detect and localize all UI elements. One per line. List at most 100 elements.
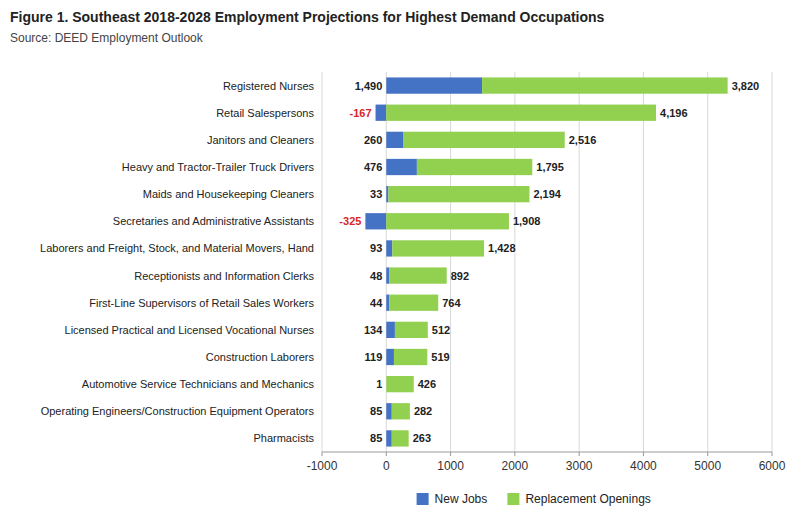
data-label: 48: [370, 270, 382, 282]
x-tick-label: 3000: [566, 459, 593, 473]
bar: [365, 213, 386, 229]
category-label: Secretaries and Administrative Assistant…: [113, 215, 315, 227]
data-label: 1,490: [355, 80, 383, 92]
x-tick-label: 4000: [630, 459, 657, 473]
bar: [386, 105, 656, 121]
category-label: Licensed Practical and Licensed Vocation…: [65, 324, 315, 336]
x-tick: [450, 452, 451, 456]
data-label: 1,795: [536, 161, 564, 173]
data-label: 134: [364, 324, 383, 336]
data-label: 512: [432, 324, 450, 336]
legend-label: Replacement Openings: [525, 492, 650, 506]
bar: [376, 105, 387, 121]
x-tick: [386, 452, 387, 456]
x-tick: [707, 452, 708, 456]
category-label: First-Line Supervisors of Retail Sales W…: [89, 297, 314, 309]
x-tick: [772, 452, 773, 456]
chart: Figure 1. Southeast 2018-2028 Employment…: [0, 0, 800, 527]
bar: [386, 186, 388, 202]
data-label: 764: [442, 297, 461, 309]
x-tick: [322, 452, 323, 456]
bar: [386, 159, 417, 175]
data-label: 85: [370, 405, 382, 417]
category-label: Maids and Housekeeping Cleaners: [143, 188, 315, 200]
category-label: Registered Nurses: [223, 80, 315, 92]
category-label: Retail Salespersons: [216, 107, 314, 119]
data-label: 519: [431, 351, 449, 363]
x-axis: [322, 452, 772, 453]
bars: [365, 77, 727, 446]
bar: [386, 132, 403, 148]
bar: [395, 322, 428, 338]
data-label: 476: [364, 161, 382, 173]
grid-line: [450, 72, 451, 452]
grid-line: [386, 72, 387, 452]
bar: [386, 213, 509, 229]
x-tick-label: 0: [383, 459, 390, 473]
bar: [386, 77, 482, 93]
x-tick-label: 1000: [437, 459, 464, 473]
data-label: 2,194: [533, 188, 561, 200]
data-label: 44: [370, 297, 383, 309]
data-label: 93: [370, 242, 382, 254]
category-label: Pharmacists: [253, 432, 314, 444]
data-label: -167: [350, 107, 372, 119]
data-label: 263: [413, 432, 431, 444]
grid-line: [322, 72, 323, 452]
grid: [322, 72, 772, 452]
data-label: 1,908: [513, 215, 541, 227]
legend-label: New Jobs: [435, 492, 488, 506]
grid-line: [643, 72, 644, 452]
data-label: 4,196: [660, 107, 688, 119]
bar: [389, 295, 438, 311]
category-label: Laborers and Freight, Stock, and Materia…: [40, 242, 314, 254]
data-label: 3,820: [732, 80, 760, 92]
x-tick-label: -1000: [307, 459, 338, 473]
bar: [388, 186, 529, 202]
category-label: Heavy and Tractor-Trailer Truck Drivers: [122, 161, 315, 173]
grid-line: [707, 72, 708, 452]
category-label: Receptionists and Information Clerks: [134, 270, 314, 282]
data-label: 1: [376, 378, 382, 390]
x-tick-label: 5000: [694, 459, 721, 473]
bar: [403, 132, 565, 148]
grid-line: [514, 72, 515, 452]
data-label: 1,428: [488, 242, 516, 254]
grid-line: [579, 72, 580, 452]
bar: [386, 403, 391, 419]
x-tick: [579, 452, 580, 456]
x-tick-label: 6000: [759, 459, 786, 473]
x-tick: [514, 452, 515, 456]
category-label: Automotive Service Technicians and Mecha…: [82, 378, 315, 390]
category-label: Construction Laborers: [206, 351, 315, 363]
bar: [386, 295, 389, 311]
bar: [386, 240, 392, 256]
bar: [392, 403, 410, 419]
x-tick-label: 2000: [502, 459, 529, 473]
legend-swatch: [507, 493, 519, 505]
category-label: Operating Engineers/Construction Equipme…: [41, 405, 315, 417]
data-label: 2,516: [569, 134, 597, 146]
title: Figure 1. Southeast 2018-2028 Employment…: [10, 9, 605, 25]
subtitle: Source: DEED Employment Outlook: [10, 31, 204, 45]
data-label: 33: [370, 188, 382, 200]
bar: [392, 430, 409, 446]
data-label: 85: [370, 432, 382, 444]
data-label: 426: [418, 378, 436, 390]
data-label: -325: [339, 215, 361, 227]
bar: [482, 77, 728, 93]
legend-swatch: [417, 493, 429, 505]
data-labels: 1,490-16726047633-325934844134119185853,…: [339, 80, 759, 445]
data-label: 260: [364, 134, 382, 146]
bar: [386, 430, 391, 446]
bar: [386, 376, 413, 392]
bar: [386, 267, 389, 283]
category-label: Janitors and Cleaners: [207, 134, 315, 146]
data-label: 892: [451, 270, 469, 282]
x-tick: [643, 452, 644, 456]
grid-line: [772, 72, 773, 452]
bar: [417, 159, 532, 175]
bar: [386, 349, 394, 365]
bar: [386, 322, 395, 338]
bar: [392, 240, 484, 256]
